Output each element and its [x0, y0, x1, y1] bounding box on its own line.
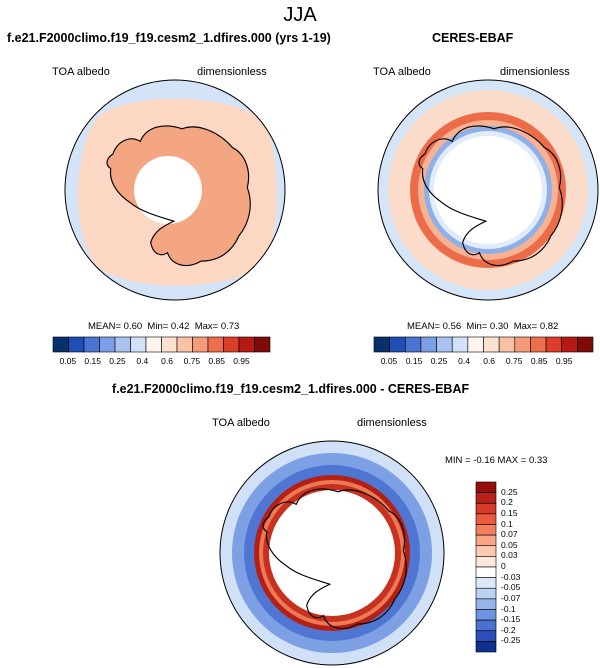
colorbar-tick-label: -0.1 — [501, 603, 516, 614]
colorbar-tick-label: 0.15 — [501, 507, 518, 518]
colorbar-swatch — [475, 566, 497, 578]
colorbar-tick-label: 0.75 — [505, 356, 523, 366]
panel3-left-label: TOA albedo — [212, 417, 270, 429]
panel1-max-value: 0.73 — [220, 321, 240, 332]
colorbar-swatch — [475, 545, 497, 557]
colorbar-swatch — [475, 641, 497, 653]
colorbar-tick-label: 0.1 — [501, 518, 513, 529]
colorbar-tick-label: 0.6 — [483, 356, 496, 366]
panel2-title: CERES-EBAF — [432, 31, 514, 45]
colorbar-tick-label: 0.03 — [501, 550, 518, 561]
colorbar-tick-label: -0.03 — [501, 571, 521, 582]
panel1-polar-hole — [134, 156, 202, 224]
colorbar-swatch — [475, 534, 497, 547]
panel2-map-border — [377, 79, 599, 301]
panel2-min-value: 0.30 — [489, 321, 509, 332]
panel3-minmax: MIN = -0.16 MAX = 0.33 — [445, 455, 548, 466]
colorbar-swatch — [475, 481, 497, 493]
colorbar-swatch — [475, 609, 497, 621]
panel1-min-label: Min= — [147, 321, 169, 332]
colorbar-tick-label: 0.15 — [405, 356, 423, 366]
panel3-title: f.e21.F2000climo.f19_f19.cesm2_1.dfires.… — [112, 382, 470, 396]
panel1-mean-label: MEAN= — [88, 321, 121, 332]
colorbar-swatch — [475, 587, 497, 600]
colorbar-tick-label: -0.15 — [501, 614, 521, 625]
panel2-stats: MEAN= 0.56 Min= 0.30 Max= 0.82 — [407, 321, 558, 332]
colorbar-tick-label: -0.25 — [501, 635, 521, 646]
panel2-max-value: 0.82 — [539, 321, 559, 332]
colorbar-tick-label: 0.05 — [501, 539, 518, 550]
colorbar-tick-label: 0.25 — [109, 356, 126, 366]
colorbar-swatch — [475, 502, 497, 515]
colorbar-tick-label: -0.07 — [501, 592, 521, 603]
panel1-max-label: Max= — [194, 321, 219, 332]
figure-title: JJA — [283, 4, 317, 26]
colorbar-tick-label: 0.2 — [501, 497, 513, 508]
colorbar-tick-label: 0.75 — [183, 356, 201, 366]
panel1-title: f.e21.F2000climo.f19_f19.cesm2_1.dfires.… — [7, 31, 331, 45]
colorbar-tick-label: 0.15 — [84, 356, 101, 366]
panel3-map-border — [219, 440, 445, 666]
colorbar-swatch — [475, 492, 497, 504]
colorbar-swatch — [475, 630, 497, 642]
colorbar-tick-label: 0.6 — [161, 356, 173, 366]
colorbar-swatch — [475, 619, 497, 632]
colorbar-swatch — [475, 524, 497, 536]
colorbar-tick-label: 0.85 — [530, 356, 548, 366]
panel3-polar-cap — [269, 490, 395, 616]
colorbar-swatch — [475, 513, 497, 525]
panel2-min-label: Min= — [466, 321, 488, 332]
panel1-right-label: dimensionless — [197, 66, 267, 78]
colorbar-tick-label: 0.95 — [555, 356, 573, 366]
colorbar-tick-label: 0.05 — [380, 356, 398, 366]
colorbar-swatch — [254, 336, 271, 353]
panel2-left-label: TOA albedo — [373, 66, 431, 78]
colorbar-tick-label: 0.95 — [233, 356, 250, 366]
panel1-left-label: TOA albedo — [52, 66, 110, 78]
colorbar-tick-label: 0.25 — [501, 486, 518, 497]
panel1-stats: MEAN= 0.60 Min= 0.42 Max= 0.73 — [88, 321, 239, 332]
colorbar-tick-label: 0.07 — [501, 529, 518, 540]
colorbar-tick-label: -0.2 — [501, 624, 516, 635]
panel1-map-border — [64, 79, 286, 301]
panel2-mean-value: 0.56 — [442, 321, 462, 332]
colorbar-tick-label: 0.25 — [430, 356, 448, 366]
colorbar-tick-label: 0.05 — [59, 356, 77, 366]
panel2-polar-cap — [434, 136, 542, 244]
panel2-right-label: dimensionless — [500, 66, 570, 78]
colorbar-swatch — [475, 598, 497, 610]
colorbar-swatch — [577, 336, 594, 353]
colorbar-swatch — [475, 556, 497, 568]
colorbar-tick-label: 0 — [501, 561, 506, 571]
colorbar-tick-label: 0.4 — [136, 356, 149, 366]
panel2-max-label: Max= — [513, 321, 538, 332]
colorbar-tick-label: -0.05 — [501, 582, 521, 593]
panel1-min-value: 0.42 — [170, 321, 190, 332]
panel2-mean-label: MEAN= — [407, 321, 440, 332]
panel3-right-label: dimensionless — [357, 417, 427, 429]
colorbar-tick-label: 0.4 — [458, 356, 471, 366]
colorbar-tick-label: 0.85 — [208, 356, 225, 366]
panel1-mean-value: 0.60 — [123, 321, 143, 332]
colorbar-swatch — [475, 577, 497, 589]
